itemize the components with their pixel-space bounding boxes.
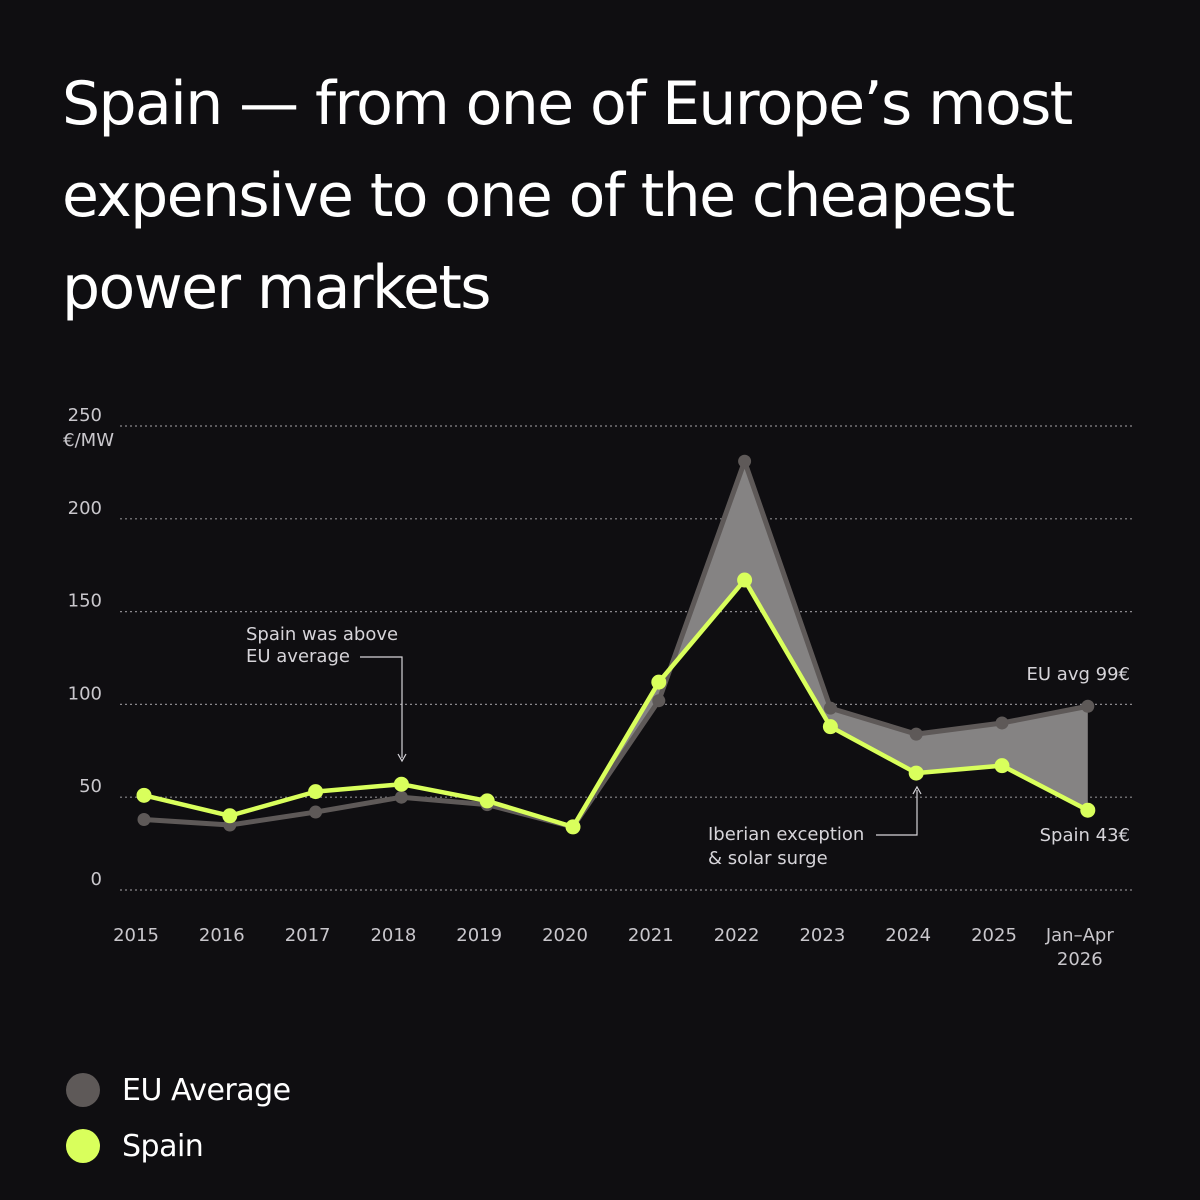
point-spain-4 — [479, 793, 495, 809]
series-line-spain — [141, 577, 1091, 830]
title-line-3: power markets — [62, 253, 492, 323]
point-eu-average-3 — [394, 790, 408, 804]
x-tick-1: 2016 — [199, 925, 245, 946]
legend-swatch-spain — [66, 1129, 100, 1163]
gap-area — [573, 461, 1088, 827]
point-eu-average-11 — [1081, 699, 1095, 713]
point-spain-0 — [136, 787, 152, 803]
y-tick-250: 250 — [68, 405, 102, 426]
y-tick-200: 200 — [68, 498, 102, 519]
legend-label-spain: Spain — [122, 1128, 204, 1164]
x-tick-4: 2019 — [456, 925, 502, 946]
point-eu-average-6 — [652, 694, 666, 708]
point-spain-7 — [737, 572, 753, 588]
annotation-eu-avg-end: EU avg 99€ — [1027, 664, 1130, 685]
y-tick-150: 150 — [68, 591, 102, 612]
point-eu-average-7 — [738, 454, 752, 468]
legend: EU Average Spain — [66, 1062, 291, 1174]
point-eu-average-0 — [137, 812, 151, 826]
annotation-layer: Spain was above EU average Iberian excepti… — [246, 624, 1130, 869]
x-tick-10: 2025 — [971, 925, 1017, 946]
point-eu-average-9 — [909, 727, 923, 741]
point-spain-10 — [994, 758, 1010, 774]
legend-item-spain: Spain — [66, 1118, 291, 1174]
x-tick-11-line-2: 2026 — [1057, 949, 1103, 970]
point-spain-6 — [651, 674, 667, 690]
point-eu-average-10 — [995, 716, 1009, 730]
point-eu-average-8 — [823, 701, 837, 715]
y-tick-0: 0 — [91, 869, 102, 890]
annotation-iberian-text: Iberian exception & solar surge — [708, 824, 864, 869]
annotation-iberian-line-1: Iberian exception — [708, 824, 864, 845]
x-tick-9: 2024 — [885, 925, 931, 946]
point-eu-average-2 — [309, 805, 323, 819]
x-tick-5: 2020 — [542, 925, 588, 946]
x-tick-7: 2022 — [714, 925, 760, 946]
gap-area-layer — [573, 461, 1088, 827]
point-spain-5 — [565, 819, 581, 835]
x-tick-8: 2023 — [799, 925, 845, 946]
annotation-spain-above-text: Spain was above EU average — [246, 624, 398, 667]
x-tick-11-line-1: Jan–Apr — [1045, 925, 1114, 946]
x-tick-6: 2021 — [628, 925, 674, 946]
series-line-eu-average — [141, 458, 1091, 830]
y-tick-50: 50 — [79, 776, 102, 797]
point-spain-9 — [908, 765, 924, 781]
annotation-spain-above-line-1: Spain was above — [246, 624, 398, 645]
legend-swatch-eu-average — [66, 1073, 100, 1107]
point-spain-2 — [308, 784, 324, 800]
annotation-iberian-leader — [876, 790, 918, 836]
x-tick-2: 2017 — [285, 925, 331, 946]
x-tick-3: 2018 — [370, 925, 416, 946]
y-axis-unit-label: €/MW — [63, 430, 114, 451]
title-line-1: Spain — from one of Europe’s most — [62, 69, 1073, 139]
grid-layer — [120, 425, 1134, 891]
point-spain-8 — [822, 719, 838, 735]
title-line-2: expensive to one of the cheapest — [62, 161, 1015, 231]
point-spain-11 — [1080, 802, 1096, 818]
annotation-spain-above-leader — [360, 656, 403, 758]
annotation-spain-above-line-2: EU average — [246, 646, 350, 667]
x-tick-0: 2015 — [113, 925, 159, 946]
point-spain-1 — [222, 808, 238, 824]
y-tick-100: 100 — [68, 683, 102, 704]
x-axis-ticks: 2015 2016 2017 2018 2019 2020 2021 2022 2023 2024… — [113, 925, 1114, 970]
annotation-iberian-line-2: & solar surge — [708, 848, 828, 869]
point-spain-3 — [393, 776, 409, 792]
series-layer — [136, 454, 1096, 835]
legend-label-eu-average: EU Average — [122, 1072, 291, 1108]
annotation-iberian-arrow — [912, 785, 922, 795]
y-axis-ticks: 0 50 100 150 200 250 — [68, 405, 102, 890]
legend-item-eu-average: EU Average — [66, 1062, 291, 1118]
annotation-spain-above-arrow — [397, 753, 407, 763]
chart-title: Spain — from one of Europe’s most expens… — [62, 58, 1162, 334]
x-tick-11: Jan–Apr 2026 — [1045, 925, 1114, 970]
annotation-spain-end: Spain 43€ — [1040, 825, 1130, 846]
